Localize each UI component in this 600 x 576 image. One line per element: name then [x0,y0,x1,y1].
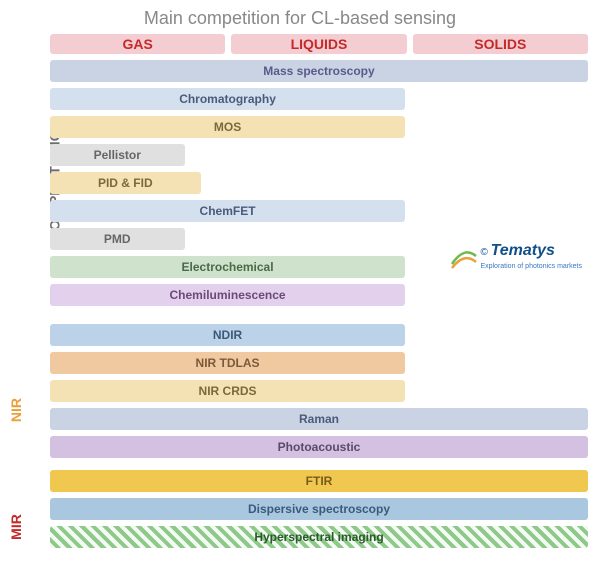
bar-label: PID & FID [98,176,153,190]
bar-row: NDIR [50,324,405,346]
bar-label: ChemFET [200,204,256,218]
bar-row: PMD [50,228,185,250]
bar-label: Pellistor [94,148,141,162]
bar-row: Chromatography [50,88,405,110]
logo-sub: Exploration of photonics markets [480,263,582,270]
bar-row: FTIR [50,470,588,492]
bar-row: Chemiluminescence [50,284,405,306]
bar-row: ChemFET [50,200,405,222]
bar-row: Photoacoustic [50,436,588,458]
bar-label: PMD [104,232,131,246]
bar-label: Dispersive spectroscopy [248,502,390,516]
col-gas: GAS [50,34,225,54]
col-solids: SOLIDS [413,34,588,54]
bar-label: MOS [214,120,241,134]
bar-label: Mass spectroscopy [263,64,374,78]
bar-row: MOS [50,116,405,138]
group-label: NON-PHOTONIC [0,60,32,312]
group-label: MIR [0,486,32,568]
swoosh-icon [450,244,478,272]
bar-row: Mass spectroscopy [50,60,588,82]
bar-row: NIR CRDS [50,380,405,402]
bar-label: NIR TDLAS [196,356,260,370]
bars-container: Mass spectroscopy Chromatography MOS Pellis… [50,60,588,554]
bar-row: Dispersive spectroscopy [50,498,588,520]
bar-label: NDIR [213,328,242,342]
chart-title: Main competition for CL-based sensing [0,0,600,29]
bar-row: Hyperspectral imaging [50,526,588,548]
bar-label: Chemiluminescence [170,288,286,302]
bar-row: NIR TDLAS [50,352,405,374]
copyright: © [480,247,487,258]
bar-label: FTIR [306,474,333,488]
group-label: NIR [0,340,32,480]
tematys-logo: © Tematys Exploration of photonics marke… [480,242,582,271]
bar-label: Hyperspectral imaging [254,530,383,544]
bar-label: Chromatography [179,92,276,106]
logo-brand: Tematys [491,242,555,259]
bar-label: Electrochemical [182,260,274,274]
bar-label: NIR CRDS [199,384,257,398]
bar-label: Photoacoustic [278,440,361,454]
bar-row: Electrochemical [50,256,405,278]
bar-row: Pellistor [50,144,185,166]
bar-row: PID & FID [50,172,201,194]
bar-label: Raman [299,412,339,426]
col-liquids: LIQUIDS [231,34,406,54]
column-headers: GAS LIQUIDS SOLIDS [50,34,588,54]
bar-row: Raman [50,408,588,430]
